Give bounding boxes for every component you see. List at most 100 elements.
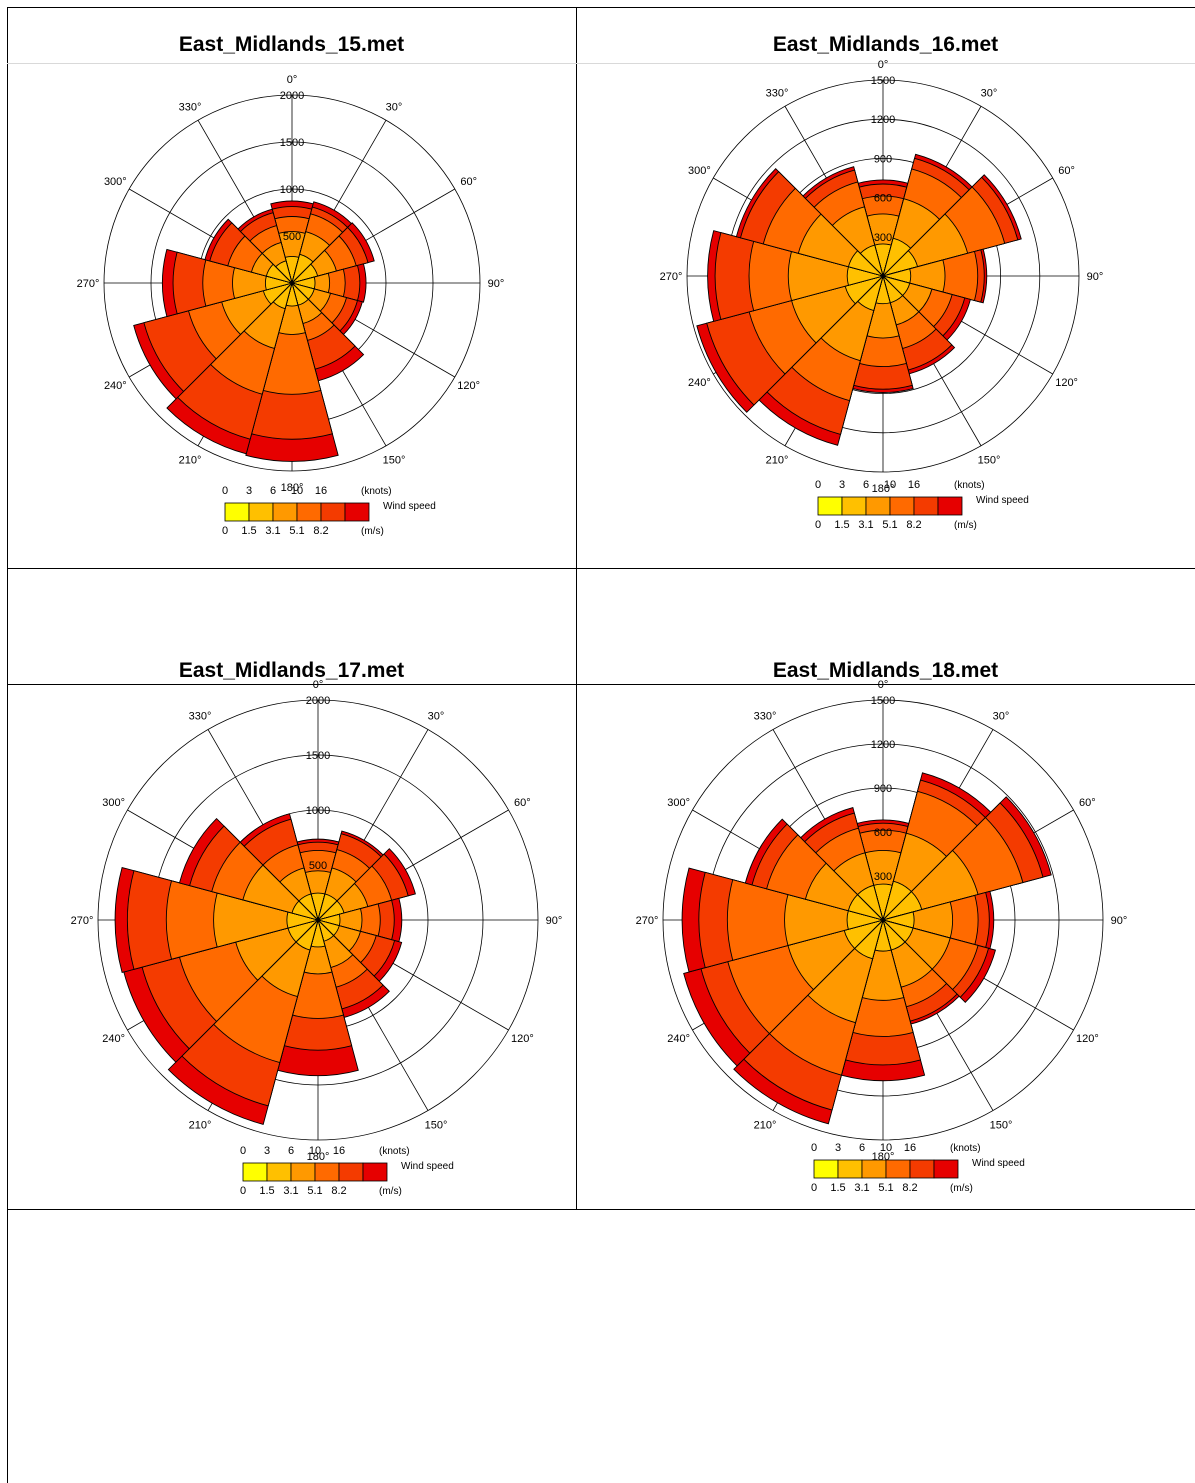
ring-label: 1000 <box>280 184 304 196</box>
direction-label: 210° <box>766 455 789 467</box>
legend-knots-tick: 0 <box>811 1142 817 1154</box>
direction-label: 330° <box>766 87 789 99</box>
legend-swatch <box>841 496 867 516</box>
legend-knots-tick: 0 <box>815 479 821 491</box>
legend-knots-tick: 10 <box>291 485 303 497</box>
wind-speed-legend: 0 3 6 10 16 (knots) 0 1.5 3.1 5.1 8.2 (m/s) Wind spe… <box>815 479 1029 531</box>
table-column-divider-2 <box>576 568 577 1210</box>
legend-knots-unit: (knots) <box>954 480 985 491</box>
legend-ms-tick: 8.2 <box>313 525 328 537</box>
legend-knots-tick: 16 <box>908 479 920 491</box>
legend-swatch <box>224 502 250 522</box>
title-underline-3 <box>7 684 1195 685</box>
ring-label: 900 <box>874 153 892 165</box>
direction-label: 180° <box>281 482 304 494</box>
direction-label: 60° <box>514 797 531 809</box>
legend-ms-tick: 1.5 <box>830 1182 845 1194</box>
legend-knots-tick: 6 <box>863 479 869 491</box>
direction-label: 240° <box>688 377 711 389</box>
direction-label: 120° <box>457 380 480 392</box>
legend-knots-tick: 3 <box>246 485 252 497</box>
panel-title: East_Midlands_15.met <box>178 33 405 56</box>
direction-label: 30° <box>386 101 403 113</box>
legend-ms-unit: (m/s) <box>361 526 384 537</box>
direction-label: 90° <box>488 278 505 290</box>
direction-label: 150° <box>978 455 1001 467</box>
direction-label: 120° <box>1076 1033 1099 1045</box>
direction-label: 60° <box>1058 165 1075 177</box>
title-underline-1 <box>7 63 1195 64</box>
direction-label: 300° <box>102 797 125 809</box>
legend-swatch <box>909 1159 935 1179</box>
legend-ms-tick: 3.1 <box>854 1182 869 1194</box>
direction-label: 330° <box>189 711 212 723</box>
direction-label: 210° <box>189 1119 212 1131</box>
legend-knots-unit: (knots) <box>950 1143 981 1154</box>
direction-label: 270° <box>77 278 100 290</box>
legend-ms-tick: 8.2 <box>906 519 921 531</box>
ring-label: 900 <box>874 783 892 795</box>
direction-label: 330° <box>754 711 777 723</box>
legend-ms-tick: 5.1 <box>878 1182 893 1194</box>
direction-label: 0° <box>313 679 324 691</box>
direction-label: 300° <box>688 165 711 177</box>
direction-label: 90° <box>546 915 563 927</box>
legend-knots-unit: (knots) <box>361 486 392 497</box>
legend-swatch <box>266 1162 292 1182</box>
legend-ms-tick: 0 <box>240 1185 246 1197</box>
wind-rose-panel-4: East_Midlands_18.met <box>576 568 1195 1209</box>
legend-knots-unit: (knots) <box>379 1146 410 1157</box>
legend-swatch <box>933 1159 959 1179</box>
legend-swatch <box>290 1162 316 1182</box>
legend-label: Wind speed <box>976 495 1029 506</box>
panel-title: East_Midlands_17.met <box>178 659 405 682</box>
table-divider-1 <box>7 568 1195 569</box>
legend-ms-tick: 8.2 <box>331 1185 346 1197</box>
ring-label: 1200 <box>871 114 895 126</box>
legend-ms-tick: 0 <box>815 519 821 531</box>
ring-label: 600 <box>874 827 892 839</box>
ring-label: 1000 <box>306 805 330 817</box>
legend-swatch <box>861 1159 887 1179</box>
legend-swatch <box>937 496 963 516</box>
legend-knots-tick: 16 <box>904 1142 916 1154</box>
ring-label: 300 <box>874 232 892 244</box>
legend-ms-tick: 5.1 <box>882 519 897 531</box>
petal-segment <box>856 884 884 922</box>
direction-label: 60° <box>1079 797 1096 809</box>
legend-swatch <box>320 502 346 522</box>
ring-label: 1500 <box>871 695 895 707</box>
table-border-left <box>7 7 8 1483</box>
legend-ms-tick: 0 <box>222 525 228 537</box>
legend-swatch <box>242 1162 268 1182</box>
legend-label: Wind speed <box>383 501 436 512</box>
wind-rose-panel-1: East_Midlands_15.met <box>7 7 576 568</box>
legend-knots-tick: 0 <box>240 1145 246 1157</box>
legend-knots-tick: 6 <box>270 485 276 497</box>
direction-label: 300° <box>667 797 690 809</box>
legend-ms-tick: 5.1 <box>289 525 304 537</box>
legend-knots-tick: 3 <box>264 1145 270 1157</box>
legend-ms-tick: 1.5 <box>241 525 256 537</box>
legend-knots-tick: 3 <box>835 1142 841 1154</box>
legend-swatch <box>296 502 322 522</box>
ring-label: 1500 <box>871 75 895 87</box>
direction-label: 0° <box>287 74 298 86</box>
legend-knots-tick: 6 <box>288 1145 294 1157</box>
direction-label: 330° <box>179 101 202 113</box>
petal-segment <box>859 244 884 278</box>
ring-label: 1500 <box>280 137 304 149</box>
legend-ms-tick: 3.1 <box>858 519 873 531</box>
legend-ms-tick: 5.1 <box>307 1185 322 1197</box>
legend-swatch <box>344 502 370 522</box>
direction-label: 180° <box>872 483 895 495</box>
panel-title: East_Midlands_18.met <box>772 659 999 682</box>
legend-knots-tick: 0 <box>222 485 228 497</box>
direction-label: 270° <box>636 915 659 927</box>
direction-label: 30° <box>428 711 445 723</box>
legend-ms-tick: 8.2 <box>902 1182 917 1194</box>
legend-swatch <box>885 1159 911 1179</box>
direction-label: 150° <box>990 1119 1013 1131</box>
legend-swatch <box>837 1159 863 1179</box>
